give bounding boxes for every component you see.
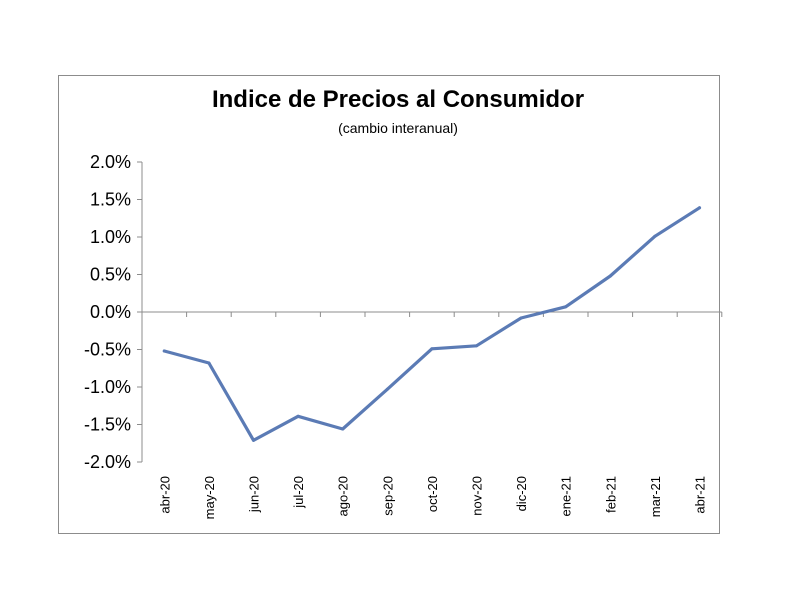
- data-point: [162, 349, 166, 353]
- y-tick-label: -0.5%: [84, 340, 131, 360]
- y-tick-label: 1.0%: [90, 227, 131, 247]
- y-tick-label: -1.5%: [84, 415, 131, 435]
- x-tick-label: abr-20: [157, 476, 172, 514]
- chart-title: Indice de Precios al Consumidor: [211, 86, 585, 113]
- x-tick-label: feb-21: [603, 476, 618, 513]
- data-point: [564, 305, 568, 309]
- data-point: [475, 344, 478, 348]
- x-tick-label: ene-21: [559, 476, 574, 516]
- data-point: [430, 347, 434, 351]
- series-line: [162, 206, 702, 442]
- data-point: [608, 274, 612, 278]
- x-tick-label: oct-20: [425, 476, 440, 512]
- data-point: [341, 427, 345, 431]
- data-point: [519, 316, 523, 320]
- chart-area: [58, 75, 720, 534]
- y-tick-label: 0.0%: [90, 302, 131, 322]
- y-tick-label: -2.0%: [84, 452, 131, 472]
- x-tick-label: jun-20: [247, 476, 262, 513]
- data-point: [296, 414, 300, 418]
- x-tick-label: dic-20: [514, 476, 529, 511]
- data-point: [385, 387, 389, 391]
- x-tick-label: mar-21: [648, 476, 663, 517]
- x-tick-label: abr-21: [693, 476, 708, 514]
- y-tick-label: 1.5%: [90, 190, 131, 210]
- x-tick-label: sep-20: [380, 476, 395, 516]
- y-tick-label: 2.0%: [90, 152, 131, 172]
- data-point: [698, 206, 701, 210]
- x-tick-label: may-20: [202, 476, 217, 519]
- x-tick-label: nov-20: [470, 476, 485, 516]
- data-point: [653, 234, 657, 238]
- y-tick-label: -1.0%: [84, 377, 131, 397]
- x-tick-label: ago-20: [336, 476, 351, 516]
- data-point: [252, 438, 255, 442]
- data-point: [207, 361, 211, 365]
- x-tick-label: jul-20: [291, 476, 306, 509]
- y-tick-label: 0.5%: [90, 265, 131, 285]
- chart-subtitle: (cambio interanual): [338, 120, 458, 136]
